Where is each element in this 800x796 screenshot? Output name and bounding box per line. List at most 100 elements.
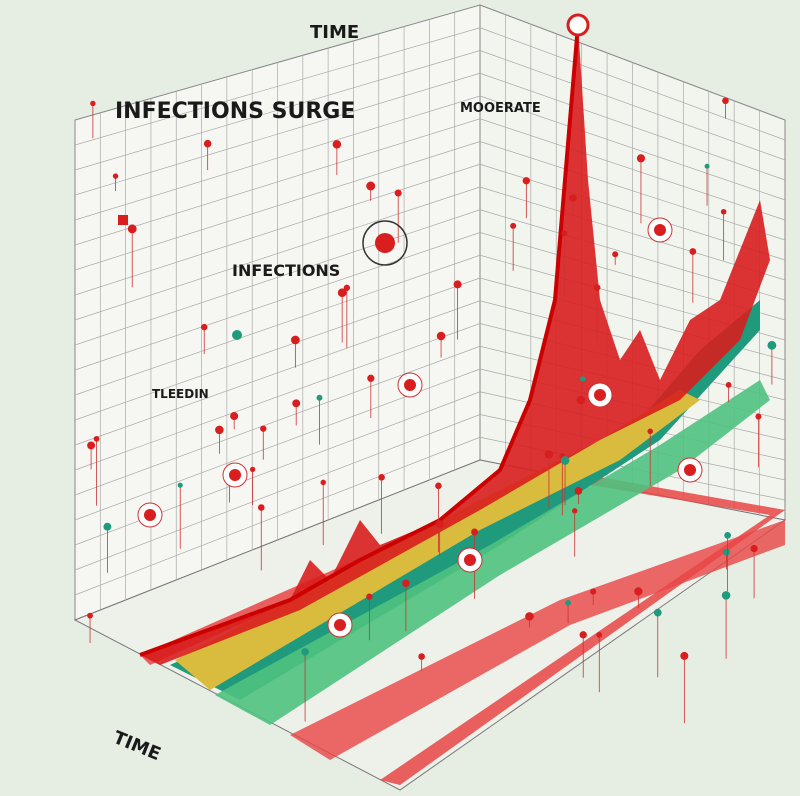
grid-line (74, 95, 481, 221)
grid-line (74, 163, 481, 296)
grid-line (479, 141, 786, 241)
grid-line (74, 277, 481, 421)
dot (103, 522, 112, 531)
grid-line (74, 323, 481, 471)
dot (647, 428, 653, 435)
dot (565, 599, 571, 606)
grid-line (74, 72, 481, 196)
dot (87, 441, 96, 450)
grid-line (479, 72, 786, 181)
virus-core (144, 509, 156, 521)
dot (750, 544, 758, 553)
dot (561, 230, 568, 237)
virus-core (684, 464, 696, 476)
dot (436, 331, 446, 341)
red-surge (140, 25, 770, 665)
legend-swatch-red (118, 215, 128, 225)
dot (343, 284, 351, 291)
grid-line (74, 27, 481, 146)
dot (680, 651, 689, 660)
dot (574, 487, 583, 495)
grid-line (479, 95, 786, 201)
grid (74, 12, 786, 610)
dot (112, 173, 119, 179)
virus-core (334, 619, 346, 631)
virus-core (229, 469, 241, 481)
dot (394, 189, 402, 197)
dot (87, 612, 93, 619)
dot (634, 587, 643, 596)
yellow-ribbon (175, 390, 700, 690)
infections-label: INFECTIONS (232, 261, 340, 280)
dot (579, 631, 587, 639)
grid-line (74, 50, 481, 171)
dot (177, 482, 183, 488)
dot (257, 504, 265, 511)
dot (127, 224, 137, 234)
dot (721, 591, 731, 600)
grid-line (74, 186, 481, 321)
virus-icon (375, 233, 395, 253)
dot (755, 413, 762, 420)
dot (215, 425, 224, 435)
dot (525, 612, 534, 621)
dot (366, 593, 373, 600)
dot (596, 631, 603, 638)
dot (579, 376, 586, 382)
grid-line (74, 345, 481, 496)
dot (90, 100, 96, 107)
dot (636, 154, 646, 163)
dot (590, 588, 597, 595)
grid-line (479, 300, 786, 381)
green-ribbon (215, 380, 770, 725)
dot (367, 374, 375, 382)
dot (572, 508, 578, 514)
grid-line (479, 27, 786, 141)
dot (593, 284, 601, 291)
grid-line (74, 254, 481, 396)
dot (320, 479, 326, 486)
dot (301, 648, 309, 656)
top-title: TIME (310, 22, 359, 43)
dot (93, 435, 100, 442)
dot (653, 608, 662, 617)
dot (724, 532, 731, 539)
dot (720, 208, 727, 215)
dot (689, 248, 697, 255)
headline-line: INFECTIONS SURGE (115, 99, 355, 124)
dot (725, 381, 732, 388)
dot (230, 412, 239, 421)
dot (471, 528, 479, 536)
dot (402, 579, 410, 588)
dot (767, 340, 777, 350)
surge-line (139, 24, 580, 657)
dot (260, 425, 267, 432)
virus-core (464, 554, 476, 566)
dot (544, 450, 554, 459)
grid-line (74, 232, 481, 371)
legend-swatch-teal (232, 330, 242, 340)
virus-core (404, 379, 416, 391)
grid-line (479, 118, 786, 221)
dot (704, 163, 710, 169)
dot (722, 548, 730, 556)
peak-marker (566, 13, 590, 37)
scatter-dots (87, 97, 777, 724)
moderate-label: MOOERATE (460, 101, 541, 116)
grid-line (74, 209, 481, 346)
dot (337, 288, 347, 298)
grid-line (74, 300, 481, 446)
dot (378, 474, 385, 481)
dot (510, 222, 517, 229)
dot (435, 520, 444, 529)
grid-line (479, 50, 786, 161)
dot (203, 139, 212, 148)
red-ribbon (290, 520, 785, 760)
virus-core (654, 224, 666, 236)
grid-line (74, 141, 481, 271)
grid-line (74, 436, 481, 596)
dot (292, 399, 301, 408)
grid-line (479, 163, 786, 261)
